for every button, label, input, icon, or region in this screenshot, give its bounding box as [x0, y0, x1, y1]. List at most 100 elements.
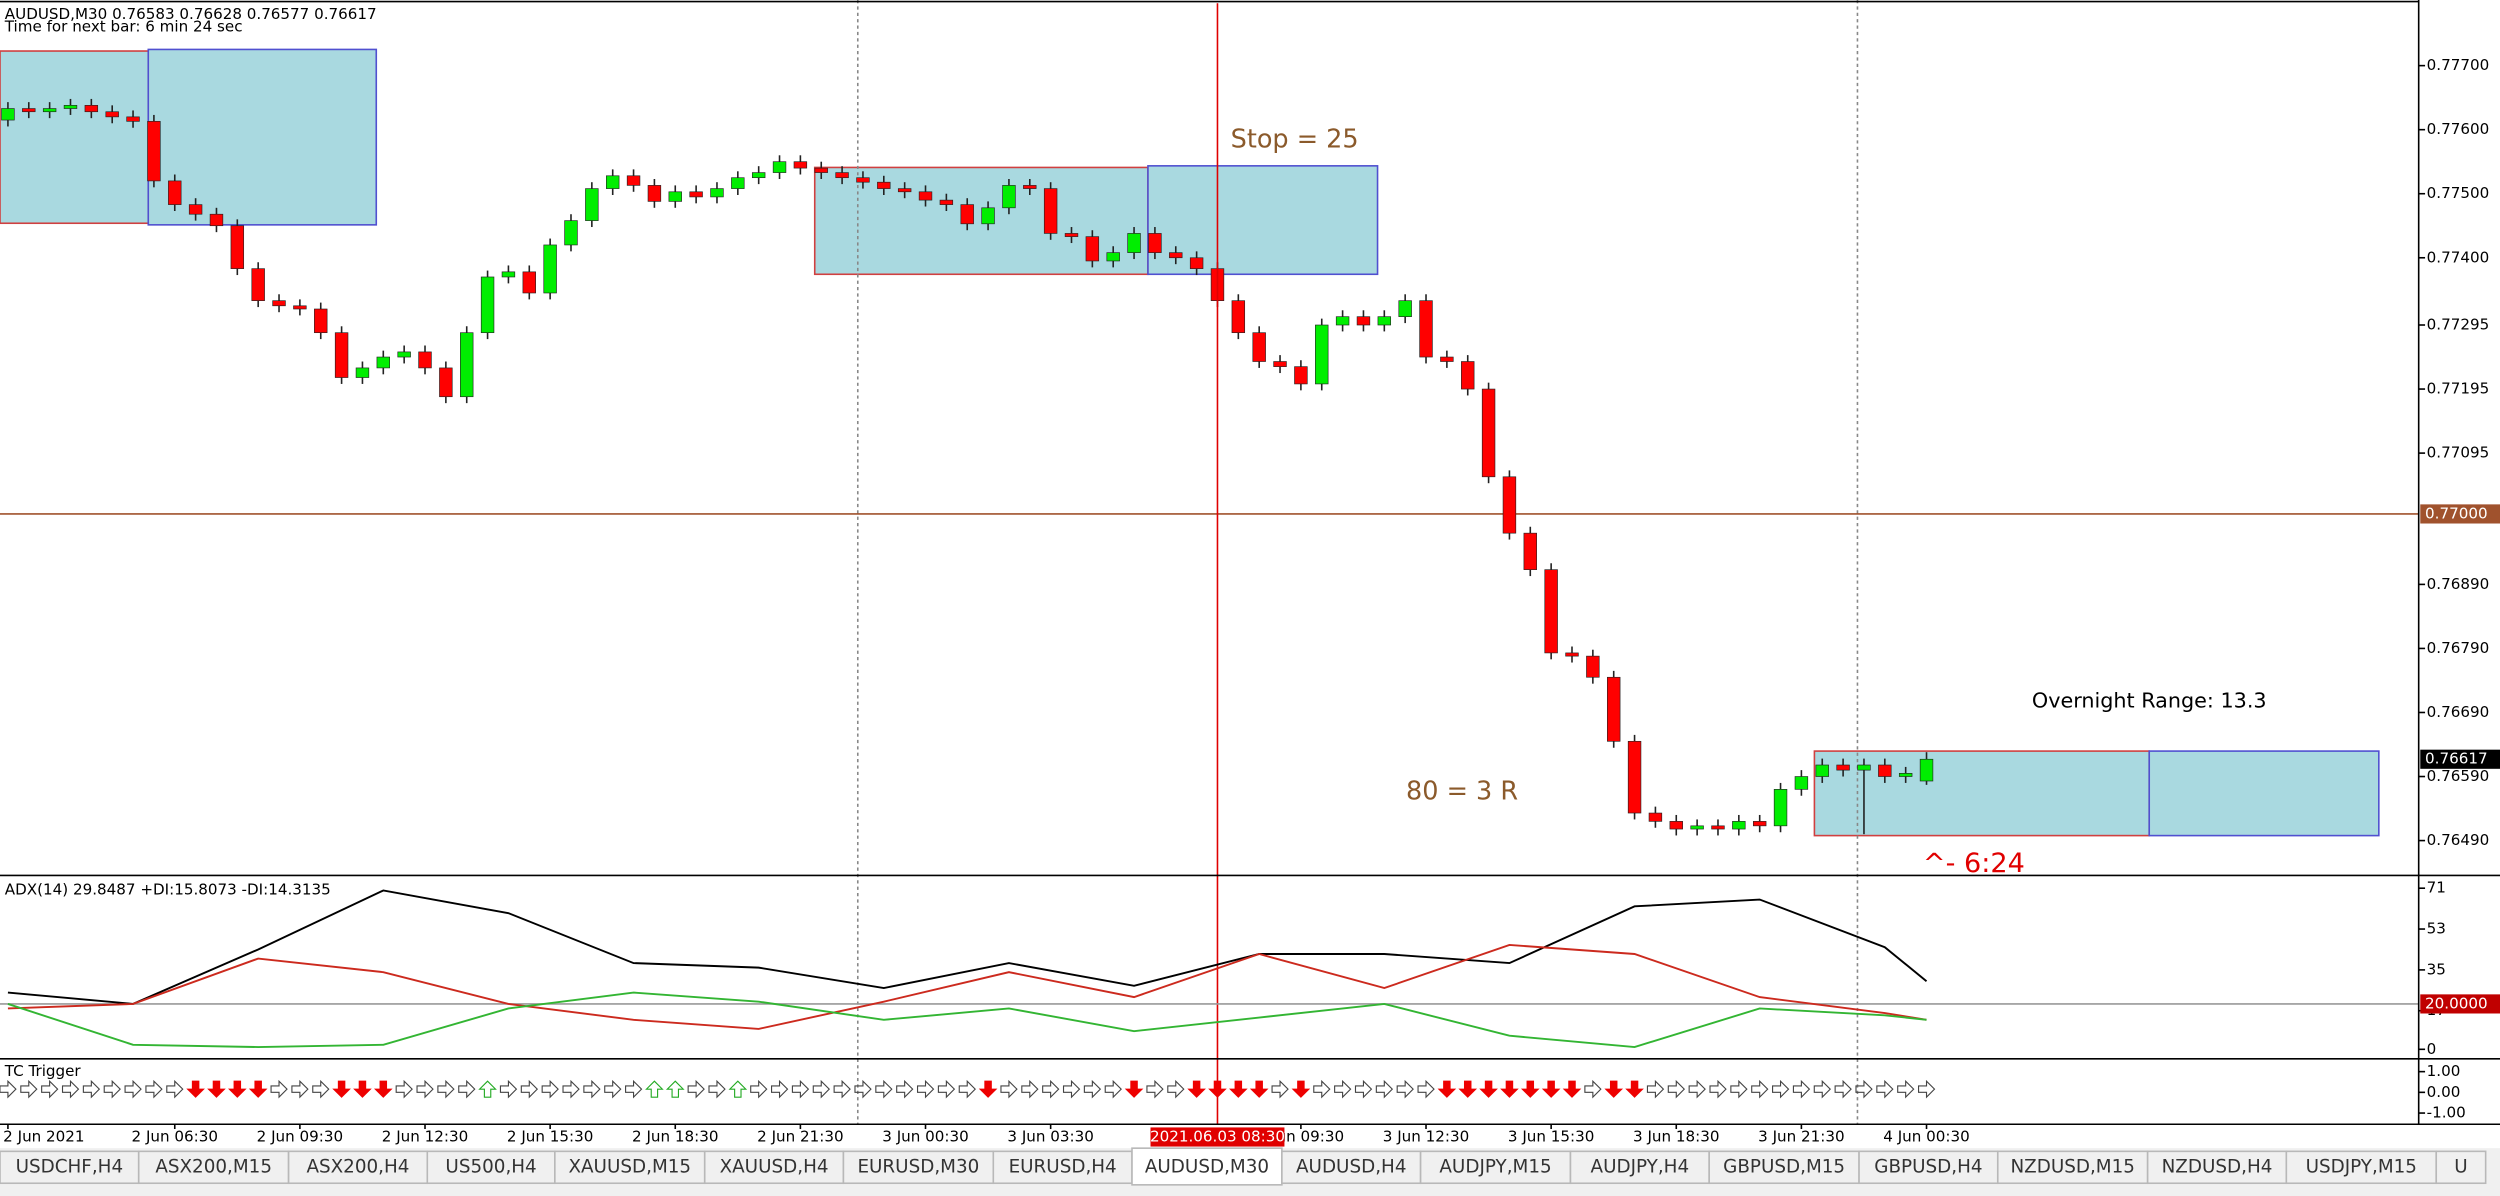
signal-arrow	[1000, 1079, 1018, 1099]
candle-body	[188, 204, 203, 215]
candle-body	[501, 271, 516, 278]
tab[interactable]	[1419, 1150, 1572, 1185]
signal-arrow	[1834, 1079, 1852, 1099]
candle-body	[1836, 764, 1850, 771]
candle-body	[1085, 236, 1100, 262]
tab-label[interactable]: EURUSD,H4	[1009, 1156, 1117, 1177]
tab[interactable]	[2146, 1150, 2288, 1185]
signal-arrow	[750, 1079, 768, 1099]
tab-label[interactable]: XAUUSD,H4	[720, 1156, 829, 1177]
tab[interactable]	[2285, 1150, 2438, 1185]
candle-body	[460, 332, 474, 398]
candle-body	[1127, 233, 1141, 253]
signal-arrow	[270, 1079, 288, 1099]
tab[interactable]	[137, 1150, 290, 1185]
tab-label[interactable]: GBPUSD,M15	[1723, 1156, 1845, 1177]
tab[interactable]	[1569, 1150, 1710, 1185]
tab-label[interactable]: EURUSD,M30	[857, 1156, 979, 1177]
signal-arrow	[1062, 1079, 1081, 1099]
x-tick-label: 3 Jun 18:30	[1633, 1127, 1719, 1145]
tab-label[interactable]: AUDJPY,M15	[1439, 1156, 1551, 1177]
range-box	[2148, 750, 2380, 837]
tab-label[interactable]: ASX200,M15	[155, 1156, 272, 1177]
price-level-label: 0.77000	[2425, 504, 2488, 522]
signal-arrow	[625, 1079, 643, 1099]
candle-body	[647, 185, 662, 202]
tab-label[interactable]: XAUUSD,M15	[568, 1156, 691, 1177]
tab-label[interactable]: U	[2454, 1156, 2467, 1177]
candle-body	[564, 220, 578, 246]
tab[interactable]	[992, 1150, 1133, 1185]
tab-label[interactable]: AUDJPY,H4	[1591, 1156, 1690, 1177]
signal-arrow	[0, 1079, 17, 1099]
x-tick-label: 2 Jun 09:30	[257, 1127, 343, 1145]
candle-body	[1440, 356, 1454, 362]
candle-body	[793, 161, 808, 169]
signal-arrow	[978, 1080, 998, 1098]
x-tick-label: 2 Jun 18:30	[632, 1127, 718, 1145]
tab-label[interactable]: ASX200,H4	[306, 1156, 409, 1177]
y-tick-label: 0.77195	[2427, 380, 2490, 398]
signal-arrow	[20, 1079, 38, 1099]
signal-arrow	[1584, 1079, 1602, 1099]
candle-body	[63, 105, 78, 109]
candle-body	[1627, 740, 1642, 814]
indicator-title: ADX(14) 29.8487 +DI:15.8073 -DI:14.3135	[5, 880, 331, 898]
candle-body	[710, 188, 724, 198]
tab-list: USDCHF,H4 ASX200,M15 ASX200,H4 US500,H4 XAUU…	[0, 1147, 2487, 1186]
tab-label[interactable]: NZDUSD,H4	[2162, 1156, 2273, 1177]
tab-label[interactable]: AUDUSD,H4	[1296, 1156, 1406, 1177]
current-price-bg	[2420, 749, 2500, 769]
candle-body	[1023, 185, 1037, 189]
signal-arrow	[1730, 1079, 1748, 1099]
signal-arrow	[1897, 1079, 1915, 1099]
tab-label[interactable]: USDCHF,H4	[16, 1156, 124, 1177]
signal-arrow	[875, 1079, 893, 1099]
signal-arrow	[1500, 1080, 1519, 1098]
y-tick-label: 0.77500	[2427, 184, 2490, 202]
signal-arrow	[1104, 1079, 1122, 1099]
y-tick-label: 53	[2427, 920, 2446, 938]
signal-arrow	[332, 1080, 351, 1098]
tab-label[interactable]: USDJPY,M15	[2306, 1156, 2417, 1177]
tab-label[interactable]: NZDUSD,M15	[2010, 1156, 2135, 1177]
signal-arrow	[1313, 1079, 1331, 1099]
candle-body	[1148, 233, 1162, 253]
candle-body	[960, 204, 974, 225]
candle-body	[1252, 332, 1266, 362]
signal-arrow	[478, 1080, 497, 1098]
signal-arrow	[1813, 1079, 1832, 1099]
indicator-line	[7, 889, 1928, 1005]
candle-body	[981, 207, 995, 225]
candle-body	[1752, 821, 1767, 827]
x-tick-label: 3 Jun 15:30	[1508, 1127, 1594, 1145]
signal-arrow	[1083, 1079, 1102, 1099]
candle-body	[1169, 252, 1183, 259]
tab[interactable]	[842, 1150, 995, 1185]
tab-label[interactable]: US500,H4	[445, 1156, 536, 1177]
tab-label[interactable]: GBPUSD,H4	[1874, 1156, 1982, 1177]
candle-body	[105, 111, 119, 118]
tab[interactable]	[1131, 1147, 1283, 1186]
signal-arrow	[186, 1080, 205, 1098]
candle-body	[293, 305, 307, 310]
x-tick-label: 3 Jun 00:30	[882, 1127, 968, 1145]
price-level-label-bg	[2420, 504, 2500, 524]
candle-body	[42, 108, 57, 113]
tab-label[interactable]: AUDUSD,M30	[1145, 1156, 1269, 1177]
chart-subtitle: Time for next bar: 6 min 24 sec	[4, 18, 243, 36]
candle-body	[397, 351, 411, 358]
y-tick-label: 1.00	[2427, 1062, 2461, 1080]
candle-body	[522, 271, 536, 294]
signal-arrow	[1042, 1079, 1060, 1099]
level-label: 20.0000	[2425, 994, 2488, 1012]
x-tick-label: 2 Jun 2021	[3, 1127, 84, 1145]
signal-arrow	[728, 1080, 748, 1098]
tab[interactable]	[1858, 1150, 1999, 1185]
range-box	[0, 50, 150, 225]
tab[interactable]	[0, 1150, 140, 1185]
tab[interactable]	[2435, 1150, 2487, 1185]
candle-body	[147, 121, 161, 182]
